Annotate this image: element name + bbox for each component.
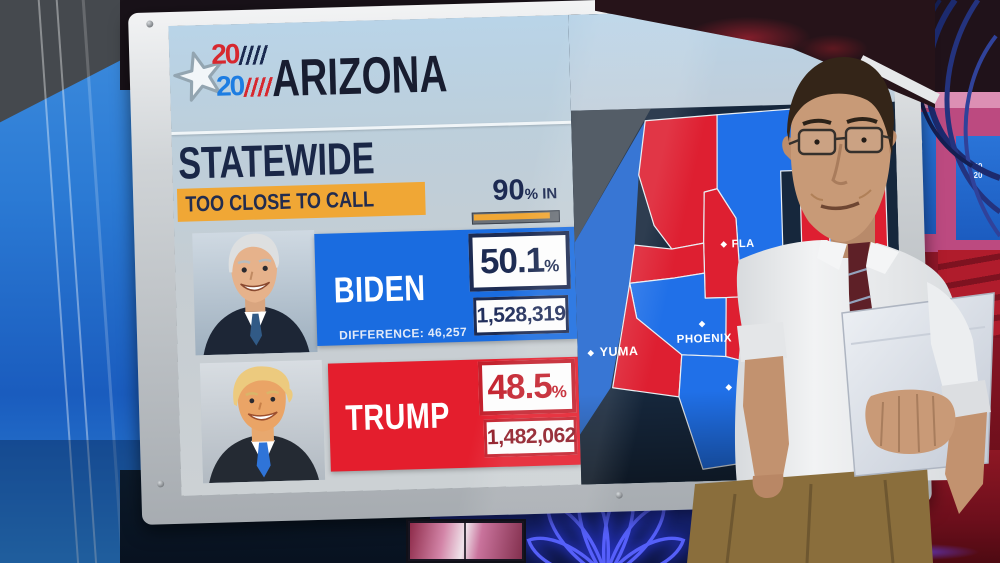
mouth	[820, 201, 860, 211]
floor-monitor	[406, 519, 526, 563]
map-label-flagstaff: FLA	[732, 238, 755, 251]
map-marker-icon: ◆	[720, 239, 728, 248]
map-marker-icon: ◆	[725, 382, 733, 391]
star-icon	[173, 51, 223, 102]
eye-right	[861, 137, 867, 143]
reporting-value: 90	[491, 174, 526, 208]
candidate-row-biden: BIDEN 50.1% 1,528,319 DIFFERENCE: 46,257	[174, 221, 578, 356]
hand-right	[865, 389, 956, 454]
map-label-yuma: YUMA	[599, 344, 638, 359]
hand-left	[752, 474, 784, 498]
fingers	[880, 393, 936, 453]
floor-monitor-image	[410, 523, 522, 559]
logo-20-bottom: 20	[215, 69, 244, 102]
biden-portrait-icon	[192, 230, 318, 356]
eye-left	[814, 139, 820, 145]
status-badge: TOO CLOSE TO CALL	[176, 181, 426, 222]
reporting-progress-fill	[473, 212, 550, 221]
percent-box-biden: 50.1%	[468, 230, 571, 292]
reporting-label: % IN	[524, 185, 558, 204]
out-of-state-region	[570, 108, 651, 243]
candidate-name: TRUMP	[344, 394, 451, 439]
page-title: ARIZONA	[271, 43, 509, 110]
wall-logo-text: 20	[973, 171, 983, 181]
logo-20-top: 20	[210, 38, 239, 70]
hair	[787, 56, 894, 156]
ear-left	[782, 136, 791, 160]
pants-crease	[725, 479, 895, 563]
rolled-sleeve-left	[737, 322, 787, 362]
anchor-person	[687, 56, 995, 563]
glasses-icon	[788, 126, 892, 156]
votes-box-biden: 1,528,319	[473, 294, 570, 336]
floor-monitor-seam	[463, 521, 466, 561]
results-panel: 20 20 ARIZONA STATEWIDE TOO CLOSE TO CAL…	[168, 14, 582, 496]
neighbor-state-region	[574, 120, 646, 435]
map-marker-icon: ◆	[587, 348, 595, 357]
state-title-text: ARIZONA	[271, 45, 448, 109]
nose	[831, 143, 848, 186]
frame-screw-icon	[146, 20, 154, 28]
race-scope-label: STATEWIDE	[177, 132, 376, 189]
votes-box-trump: 1,482,062	[483, 416, 578, 458]
map-label-phoenix: PHOENIX	[677, 332, 733, 346]
smile-lines	[810, 189, 872, 201]
collar-right	[865, 242, 899, 274]
trump-portrait-icon	[199, 359, 326, 484]
percent-reporting: 90% IN	[419, 173, 558, 210]
sleeve-right	[927, 282, 979, 396]
percent-box-trump: 48.5%	[477, 358, 577, 416]
forearm-left	[743, 356, 789, 478]
flag-stripes-icon	[243, 77, 276, 97]
frame-screw-icon	[157, 480, 165, 488]
candidate-photo-biden	[192, 230, 318, 356]
map-labels: ◆ FLA ◆ PHOENIX ◆ YUMA ◆	[587, 238, 755, 392]
election-2020-logo: 20 20	[173, 37, 276, 120]
collar-left	[817, 240, 847, 270]
map-marker-icon: ◆	[698, 319, 706, 328]
candidate-row-trump: TRUMP 48.5% 1,482,062	[178, 349, 581, 484]
face	[790, 90, 892, 242]
forearm-right	[945, 412, 987, 514]
eyebrows	[802, 117, 878, 126]
flag-stripes-icon	[238, 45, 271, 66]
candidate-name: BIDEN	[333, 266, 426, 311]
candidate-photo-trump	[199, 359, 326, 484]
